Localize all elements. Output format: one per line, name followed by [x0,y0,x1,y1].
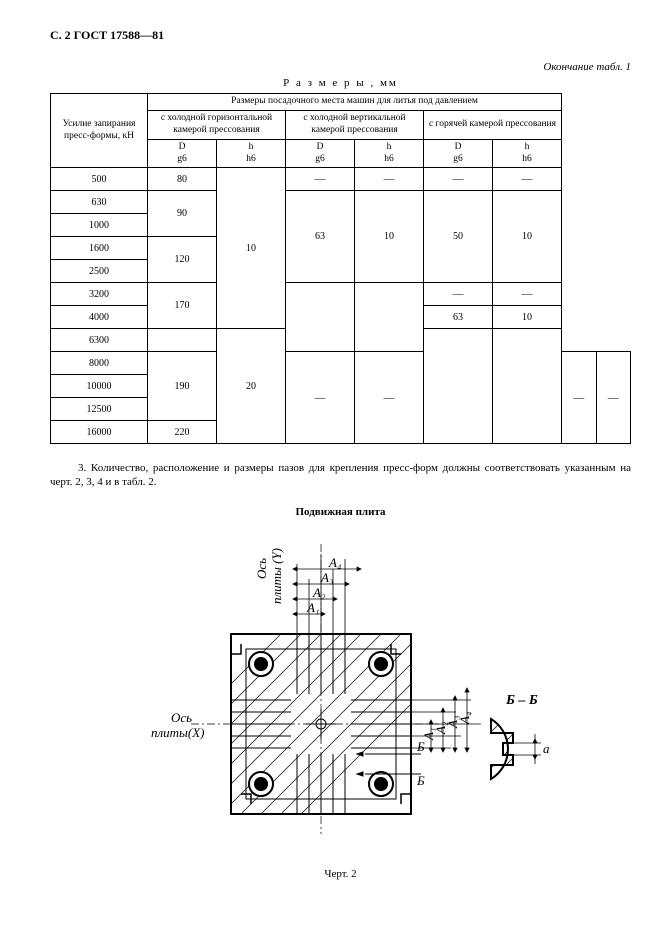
label-B-bot: Б [416,773,425,788]
table-row: 3200 [51,283,148,306]
table-row: 16000 [51,421,148,444]
table-cell: 10 [493,191,562,283]
label-A3-top: A₃ [320,570,333,585]
table-cell: 190 [148,352,217,421]
label-A4-right: A₄ [457,711,472,725]
th-left: Усилие запирания пресс-формы, кН [51,94,148,168]
table-cell: 50 [424,191,493,283]
table-cell: 63 [286,191,355,283]
label-axis-y-2: плиты (Y) [269,548,284,604]
table-cell: 120 [148,237,217,283]
table-cell: 170 [148,283,217,329]
th-D1: Dg6 [148,139,217,168]
th-sub3: с горячей камерой прессования [424,110,562,139]
table-cell: — [562,352,597,444]
figure-drawing: Б Б A₁ A₂ A₃ A₄ [111,524,571,864]
label-axis-y-1: Ось [254,558,269,579]
table-cell: 63 [424,306,493,329]
label-A2-top: A₂ [312,585,326,600]
table-cell: 10 [355,191,424,283]
table-cell: 220 [148,421,217,444]
th-D2: Dg6 [286,139,355,168]
table-row: 8000 [51,352,148,375]
table-row: 1600 [51,237,148,260]
table-cell: — [286,168,355,191]
table-caption-center: Р а з м е р ы , мм [50,77,631,89]
table-row: 630 [51,191,148,214]
table-cell: — [424,168,493,191]
table-row: 12500 [51,398,148,421]
label-A4-top: A₄ [328,555,342,570]
th-h2: hh6 [355,139,424,168]
table-row: 1000 [51,214,148,237]
table-cell: — [493,283,562,306]
table-row: 4000 [51,306,148,329]
page-header: С. 2 ГОСТ 17588—81 [50,28,631,43]
label-a: a [543,741,550,756]
table-cell: 90 [148,191,217,237]
th-sub2: с холодной вертикальной камерой прессова… [286,110,424,139]
table-row: 2500 [51,260,148,283]
table-cell: — [493,168,562,191]
table-cell: 20 [217,329,286,444]
th-group: Размеры посадочного места машин для лить… [148,94,562,111]
label-axis-x-2: плиты(X) [151,725,204,740]
table-cell [286,283,355,352]
table-cell: — [424,283,493,306]
dimensions-table: Усилие запирания пресс-формы, кН Размеры… [50,93,631,444]
table-cell: 10 [493,306,562,329]
table-cell: — [355,168,424,191]
body-paragraph: 3. Количество, расположение и размеры па… [50,462,631,490]
th-sub1: с холодной горизонтальной камерой прессо… [148,110,286,139]
label-A1-top: A₁ [306,600,319,615]
table-cell [424,329,493,444]
table-row: 6300 [51,329,148,352]
th-D3: Dg6 [424,139,493,168]
th-h1: hh6 [217,139,286,168]
table-row: 10000 [51,375,148,398]
table-cell [493,329,562,444]
label-section-BB: Б – Б [505,693,538,708]
figure-caption: Черт. 2 [50,868,631,880]
table-cell: 80 [148,168,217,191]
table-cell [148,329,217,352]
table-cell: — [286,352,355,444]
table-cell: — [596,352,631,444]
table-cell: — [355,352,424,444]
label-B-top: Б [416,739,425,754]
label-axis-x-1: Ось [171,710,192,725]
page: С. 2 ГОСТ 17588—81 Окончание табл. 1 Р а… [0,0,661,936]
table-caption-continuation: Окончание табл. 1 [50,61,631,73]
table-cell [355,283,424,352]
table-row: 500 [51,168,148,191]
th-h3: hh6 [493,139,562,168]
figure-title: Подвижная плита [50,506,631,518]
table-cell: 10 [217,168,286,329]
